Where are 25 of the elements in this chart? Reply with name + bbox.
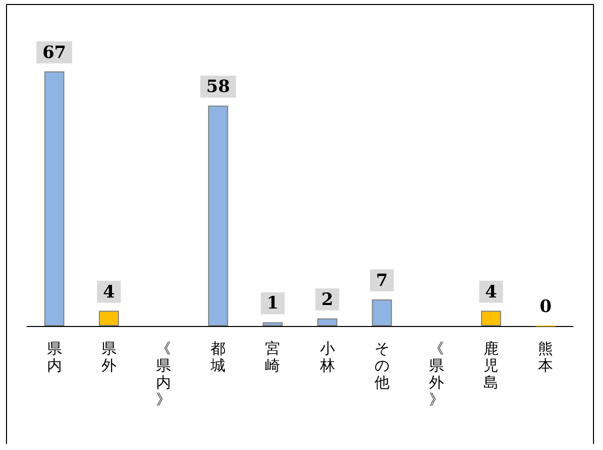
x-tick-label: 《県外》 <box>429 340 444 408</box>
data-label: 67 <box>42 42 66 63</box>
data-label: 2 <box>321 290 334 310</box>
x-tick-label: 県外 <box>101 340 116 374</box>
x-tick-label: 都城 <box>210 340 226 374</box>
data-label: 7 <box>376 270 388 291</box>
bar <box>481 310 502 326</box>
bar <box>372 299 392 326</box>
x-tick-label: 県内 <box>46 340 62 374</box>
data-label: 4 <box>102 282 115 302</box>
bar <box>98 310 119 326</box>
bar <box>262 322 283 326</box>
data-label: 0 <box>540 297 552 317</box>
x-tick-label: 宮崎 <box>265 340 280 374</box>
bar <box>317 318 338 326</box>
x-tick-label: 小林 <box>318 340 335 374</box>
x-tick-label: その他 <box>374 340 390 392</box>
bar <box>44 71 64 326</box>
data-label: 58 <box>206 77 230 98</box>
bar <box>208 106 228 326</box>
data-label: 1 <box>266 294 279 314</box>
x-tick-label: 《県内》 <box>156 340 171 408</box>
x-tick-label: 鹿児島 <box>484 340 499 392</box>
x-tick-label: 熊本 <box>538 340 554 374</box>
data-label: 4 <box>485 282 498 302</box>
